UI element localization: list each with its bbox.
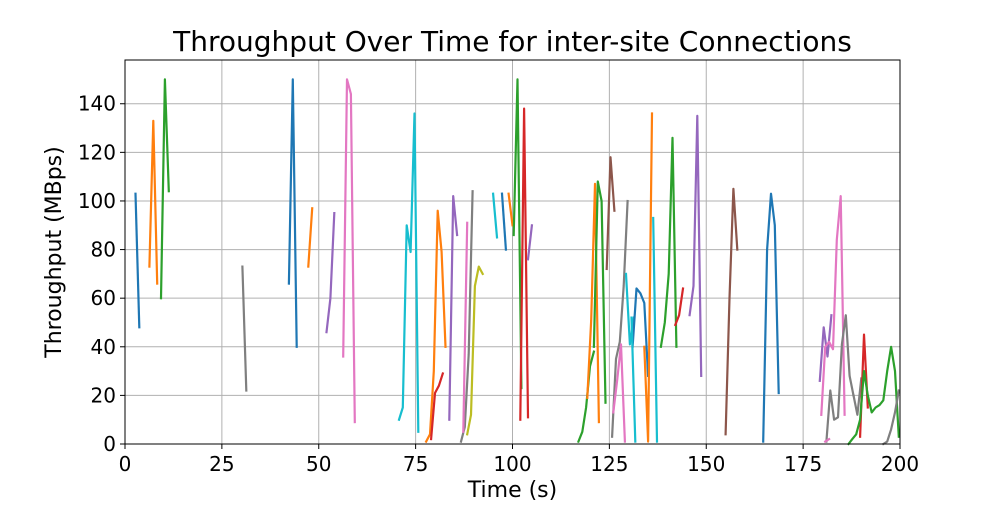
series-line-36 <box>724 187 739 436</box>
y-tick-label: 120 <box>78 140 116 164</box>
series-line-25 <box>605 156 616 271</box>
grid-layer <box>124 60 901 445</box>
x-axis-label: Time (s) <box>467 478 557 500</box>
series-layer <box>134 78 901 446</box>
series-line-15 <box>465 265 485 436</box>
chart-title: Throughput Over Time for inter-site Conn… <box>172 25 852 58</box>
series-line-30 <box>630 316 637 443</box>
series-line-26 <box>610 199 629 438</box>
x-tick-label: 0 <box>119 452 132 476</box>
y-tick-label: 80 <box>91 238 116 262</box>
series-line-10 <box>424 209 447 444</box>
series-line-45 <box>881 389 901 446</box>
series-line-18 <box>507 192 514 227</box>
series-line-11 <box>429 372 445 441</box>
series-line-21 <box>526 224 534 261</box>
series-line-44 <box>846 345 900 446</box>
y-tick-label: 140 <box>78 92 116 116</box>
series-line-9 <box>397 112 420 433</box>
series-line-1 <box>134 192 141 329</box>
series-line-37 <box>762 192 780 443</box>
series-line-13 <box>459 190 474 443</box>
x-tick-label: 25 <box>209 452 234 476</box>
x-tick-label: 200 <box>881 452 919 476</box>
x-tick-label: 75 <box>403 452 428 476</box>
series-line-20 <box>519 107 530 421</box>
series-line-22 <box>576 350 596 444</box>
series-line-8 <box>342 78 356 424</box>
y-tick-label: 60 <box>91 286 116 310</box>
y-axis-label: Throughput (MBps) <box>42 146 67 358</box>
series-line-32 <box>652 216 659 443</box>
series-line-33 <box>659 136 678 349</box>
series-line-19 <box>512 78 523 390</box>
series-line-24 <box>592 180 607 404</box>
series-line-29 <box>631 287 650 378</box>
series-line-7 <box>325 211 336 334</box>
x-tick-label: 175 <box>784 452 822 476</box>
series-line-14 <box>462 221 469 433</box>
series-line-3 <box>159 78 170 300</box>
x-tick-label: 125 <box>590 452 628 476</box>
series-line-34 <box>673 287 685 327</box>
x-tick-label: 100 <box>493 452 531 476</box>
y-tick-label: 40 <box>91 335 116 359</box>
series-line-41 <box>823 437 831 444</box>
series-line-38 <box>818 314 833 382</box>
series-line-31 <box>643 112 654 443</box>
series-line-5 <box>287 78 298 348</box>
x-tick-label: 50 <box>306 452 331 476</box>
series-line-23 <box>586 182 601 424</box>
series-line-6 <box>307 207 314 268</box>
series-line-40 <box>825 314 855 443</box>
series-line-2 <box>148 119 159 285</box>
y-tick-label: 0 <box>103 432 116 456</box>
x-tick-label: 150 <box>687 452 725 476</box>
series-line-35 <box>688 114 703 378</box>
series-line-12 <box>448 195 459 421</box>
tick-layer: 0 25 50 75 100 125 150 175 200 0 20 40 60 80 100 120 140 <box>78 92 919 476</box>
y-tick-label: 20 <box>91 383 116 407</box>
series-line-4 <box>241 265 248 392</box>
series-line-42 <box>852 377 863 416</box>
y-tick-label: 100 <box>78 189 116 213</box>
series-line-17 <box>500 192 508 251</box>
series-line-16 <box>491 192 499 239</box>
series-line-27 <box>612 343 627 443</box>
series-line-39 <box>820 195 846 416</box>
